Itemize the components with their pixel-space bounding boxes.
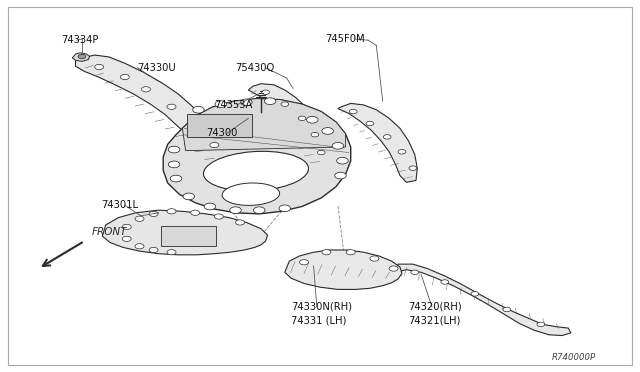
Circle shape	[214, 214, 223, 219]
Circle shape	[370, 256, 379, 261]
Circle shape	[307, 116, 318, 123]
Circle shape	[317, 150, 325, 155]
Circle shape	[262, 90, 269, 94]
Circle shape	[135, 216, 144, 221]
Circle shape	[279, 205, 291, 212]
Circle shape	[349, 109, 357, 114]
Circle shape	[167, 104, 176, 109]
Circle shape	[78, 54, 86, 59]
Text: 74300: 74300	[206, 128, 237, 138]
Circle shape	[503, 307, 511, 312]
Polygon shape	[76, 55, 229, 169]
Polygon shape	[396, 264, 571, 336]
Polygon shape	[163, 99, 351, 214]
Circle shape	[383, 135, 391, 139]
Circle shape	[441, 280, 449, 284]
Ellipse shape	[204, 151, 308, 191]
Text: 74334P: 74334P	[61, 35, 98, 45]
Circle shape	[411, 270, 419, 275]
Circle shape	[193, 124, 202, 129]
Polygon shape	[248, 84, 325, 167]
Circle shape	[332, 142, 344, 149]
Circle shape	[149, 247, 158, 253]
Circle shape	[335, 172, 346, 179]
Circle shape	[170, 175, 182, 182]
Text: R740000P: R740000P	[552, 353, 596, 362]
Circle shape	[253, 207, 265, 214]
Circle shape	[191, 210, 200, 215]
Circle shape	[204, 203, 216, 210]
Polygon shape	[338, 103, 417, 182]
Circle shape	[122, 224, 131, 230]
Circle shape	[300, 260, 308, 265]
Circle shape	[230, 207, 241, 214]
Circle shape	[298, 116, 306, 121]
Circle shape	[215, 101, 227, 108]
Circle shape	[311, 132, 319, 137]
Text: 75430Q: 75430Q	[236, 63, 275, 73]
Text: 74330N(RH): 74330N(RH)	[291, 302, 352, 312]
Circle shape	[236, 220, 244, 225]
Text: 74331 (LH): 74331 (LH)	[291, 316, 347, 326]
Circle shape	[389, 266, 398, 271]
Circle shape	[281, 102, 289, 106]
Text: 74353A: 74353A	[214, 100, 253, 110]
Circle shape	[120, 74, 129, 80]
Circle shape	[183, 193, 195, 200]
Text: 74320(RH): 74320(RH)	[408, 302, 462, 312]
Circle shape	[398, 150, 406, 154]
Circle shape	[346, 250, 355, 255]
Circle shape	[210, 142, 219, 148]
FancyBboxPatch shape	[187, 114, 252, 137]
Circle shape	[264, 98, 276, 105]
Circle shape	[149, 211, 158, 217]
Text: FRONT: FRONT	[92, 227, 127, 237]
Polygon shape	[72, 53, 90, 61]
Circle shape	[122, 236, 131, 241]
Circle shape	[167, 209, 176, 214]
Circle shape	[95, 64, 104, 70]
Circle shape	[409, 166, 417, 170]
Text: 74330U: 74330U	[138, 63, 177, 73]
Circle shape	[366, 121, 374, 126]
Circle shape	[168, 146, 180, 153]
Polygon shape	[285, 250, 402, 289]
Polygon shape	[182, 99, 346, 151]
Circle shape	[135, 244, 144, 249]
Circle shape	[322, 128, 333, 134]
Circle shape	[241, 99, 252, 106]
Circle shape	[168, 161, 180, 168]
Circle shape	[537, 322, 545, 327]
Circle shape	[193, 106, 204, 113]
Text: 74321(LH): 74321(LH)	[408, 316, 461, 326]
Circle shape	[322, 250, 331, 255]
Circle shape	[141, 87, 150, 92]
Text: 74301L: 74301L	[101, 201, 138, 210]
Ellipse shape	[222, 183, 280, 205]
Circle shape	[337, 157, 348, 164]
Polygon shape	[102, 210, 268, 255]
FancyBboxPatch shape	[161, 226, 216, 246]
Text: 745F0M: 745F0M	[325, 34, 365, 44]
Circle shape	[471, 292, 479, 296]
Circle shape	[167, 250, 176, 255]
